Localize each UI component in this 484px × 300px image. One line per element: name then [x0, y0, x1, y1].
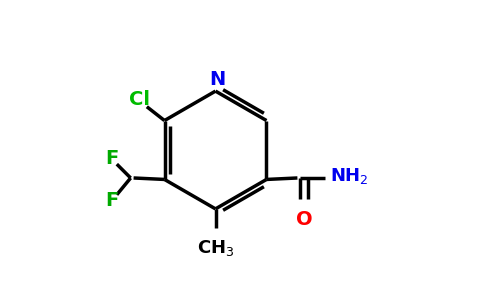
Text: CH$_3$: CH$_3$: [197, 238, 234, 258]
Text: NH$_2$: NH$_2$: [330, 167, 368, 187]
Text: Cl: Cl: [129, 90, 150, 109]
Text: N: N: [209, 70, 225, 89]
Text: O: O: [296, 210, 313, 230]
Text: F: F: [105, 190, 118, 210]
Text: F: F: [105, 149, 118, 168]
